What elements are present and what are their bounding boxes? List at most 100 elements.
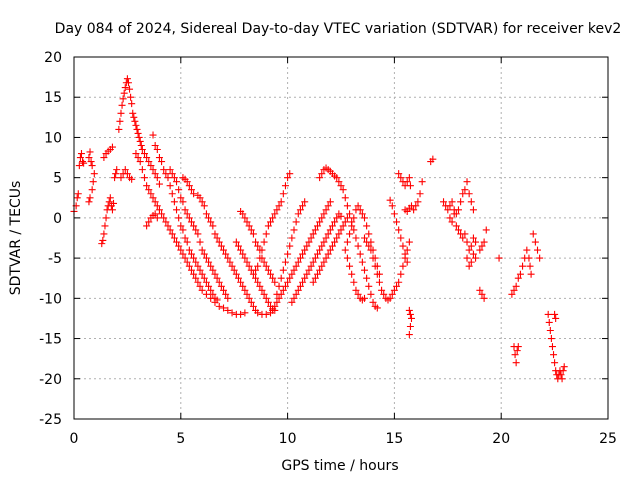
data-point xyxy=(147,162,155,170)
data-point xyxy=(322,206,330,214)
y-tick-label: -25 xyxy=(39,412,62,428)
data-point xyxy=(390,286,398,294)
data-point xyxy=(127,93,135,101)
data-point xyxy=(170,198,178,206)
data-point xyxy=(367,246,375,254)
data-point xyxy=(354,242,362,250)
data-point xyxy=(198,270,206,278)
data-point xyxy=(294,210,302,218)
data-point xyxy=(90,170,98,178)
data-point xyxy=(158,210,166,218)
data-point xyxy=(399,262,407,270)
data-point xyxy=(512,282,520,290)
series-s11 xyxy=(179,174,198,198)
data-point xyxy=(102,214,110,222)
data-point xyxy=(113,166,121,174)
data-point xyxy=(410,206,418,214)
data-point xyxy=(288,234,296,242)
data-point xyxy=(519,262,527,270)
data-point xyxy=(155,154,163,162)
data-point xyxy=(153,214,161,222)
data-point xyxy=(128,100,136,108)
data-point xyxy=(406,322,414,330)
data-point xyxy=(350,214,358,222)
data-point xyxy=(341,246,349,254)
series-s25 xyxy=(395,170,414,190)
data-point xyxy=(478,242,486,250)
data-point xyxy=(213,234,221,242)
data-point xyxy=(277,274,285,282)
data-point xyxy=(134,129,142,137)
data-point xyxy=(360,234,368,242)
x-tick-label: 15 xyxy=(385,431,403,447)
data-point xyxy=(459,190,467,198)
data-point xyxy=(254,309,262,317)
series-s18 xyxy=(288,210,345,306)
data-point xyxy=(211,230,219,238)
data-point xyxy=(77,150,85,158)
data-point xyxy=(190,190,198,198)
data-point xyxy=(292,262,300,270)
data-point xyxy=(160,214,168,222)
data-point xyxy=(134,154,142,162)
x-tick-label: 0 xyxy=(70,431,79,447)
data-point xyxy=(185,262,193,270)
data-point xyxy=(476,246,484,254)
data-point xyxy=(529,230,537,238)
data-point xyxy=(448,218,456,226)
data-point xyxy=(326,246,334,254)
data-point xyxy=(316,246,324,254)
data-point xyxy=(192,226,200,234)
data-point xyxy=(273,290,281,298)
data-point xyxy=(446,214,454,222)
data-point xyxy=(75,162,83,170)
data-point xyxy=(128,175,136,183)
data-point xyxy=(299,278,307,286)
data-point xyxy=(247,298,255,306)
data-point xyxy=(380,290,388,298)
data-point xyxy=(254,278,262,286)
y-tick-label: -10 xyxy=(39,291,62,307)
data-point xyxy=(369,298,377,306)
data-point xyxy=(303,270,311,278)
data-point xyxy=(121,166,129,174)
data-point xyxy=(86,194,94,202)
data-point xyxy=(133,125,141,133)
data-point xyxy=(365,230,373,238)
data-point xyxy=(328,242,336,250)
data-point xyxy=(386,196,394,204)
data-point xyxy=(514,343,522,351)
data-point xyxy=(373,270,381,278)
data-point xyxy=(200,274,208,282)
data-point xyxy=(245,222,253,230)
data-point xyxy=(395,226,403,234)
data-point xyxy=(386,294,394,302)
data-point xyxy=(352,286,360,294)
data-point xyxy=(371,262,379,270)
data-point xyxy=(177,246,185,254)
data-point xyxy=(269,214,277,222)
data-point xyxy=(140,150,148,158)
data-point xyxy=(472,254,480,262)
data-point xyxy=(260,238,268,246)
data-point xyxy=(367,290,375,298)
data-point xyxy=(403,178,411,186)
data-point xyxy=(318,242,326,250)
data-point xyxy=(333,234,341,242)
data-point xyxy=(399,242,407,250)
data-point xyxy=(480,238,488,246)
series-s09 xyxy=(149,131,221,304)
data-point xyxy=(149,166,157,174)
data-point xyxy=(326,198,334,206)
data-point xyxy=(145,186,153,194)
data-point xyxy=(155,180,163,188)
data-point xyxy=(198,286,206,294)
y-tick-label: 0 xyxy=(53,211,62,227)
data-point xyxy=(264,266,272,274)
data-point xyxy=(531,238,539,246)
series-s16 xyxy=(269,198,334,314)
data-point xyxy=(145,218,153,226)
data-point xyxy=(202,290,210,298)
data-point xyxy=(335,178,343,186)
data-point xyxy=(164,174,172,182)
